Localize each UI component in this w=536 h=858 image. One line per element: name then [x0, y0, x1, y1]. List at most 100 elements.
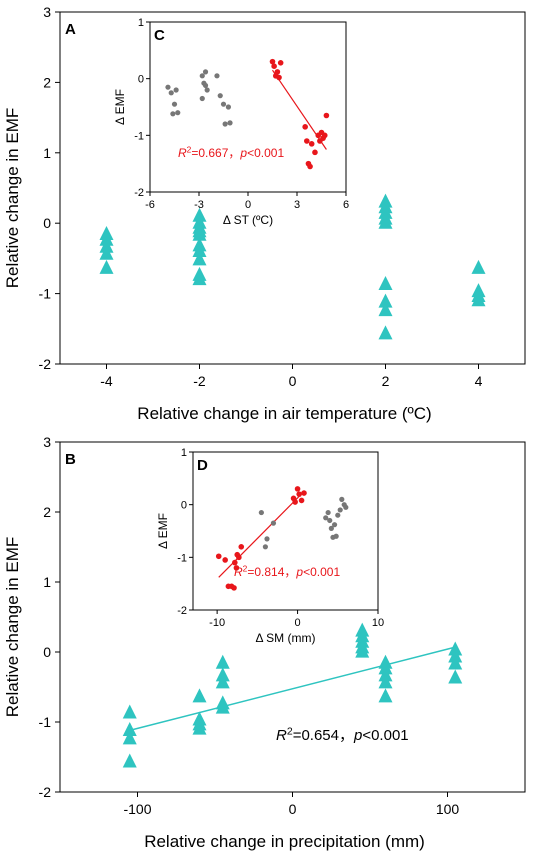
data-point	[378, 293, 393, 308]
data-point	[378, 302, 393, 317]
inset-red-point	[317, 138, 323, 144]
x-tick-label: 4	[475, 373, 483, 389]
data-point	[192, 226, 207, 241]
inset-red-point	[298, 497, 305, 504]
data-point	[215, 654, 230, 669]
inset-x-tick-label: 6	[343, 199, 349, 211]
data-point	[215, 674, 230, 689]
data-point	[99, 259, 114, 274]
y-tick-label: 2	[43, 74, 51, 90]
inset-y-axis-title: Δ EMF	[156, 513, 170, 549]
panel-label: A	[65, 21, 76, 38]
data-point	[378, 688, 393, 703]
inset-red-point	[222, 557, 228, 563]
inset-gray-point	[343, 504, 349, 510]
data-point	[99, 238, 114, 253]
inset-gray-point	[202, 82, 209, 89]
data-point	[355, 643, 370, 658]
inset-x-tick-label: -3	[194, 199, 204, 211]
y-tick-label: 0	[43, 215, 51, 231]
data-point	[99, 245, 114, 260]
data-point	[192, 271, 207, 286]
fit-annotation: R2=0.654，p<0.001	[276, 725, 409, 744]
data-point	[192, 251, 207, 266]
inset-red-point	[321, 132, 328, 139]
inset-gray-point	[171, 101, 178, 107]
data-point	[448, 655, 463, 670]
data-point	[378, 214, 393, 229]
inset-red-point	[294, 486, 301, 492]
inset-red-point	[292, 499, 298, 505]
inset-gray-point	[258, 509, 264, 516]
inset-red-point	[232, 559, 238, 566]
y-tick-label: 1	[43, 145, 51, 161]
inset-x-tick-label: -10	[209, 617, 225, 629]
data-point	[215, 699, 230, 714]
data-point	[122, 730, 137, 745]
inset-gray-point	[214, 73, 220, 79]
inset-red-point	[277, 60, 284, 66]
inset-gray-point	[222, 121, 228, 127]
panel-a: -2 -1 0 1 2 3 -4 -2 0 2 4 Relative change in air te…	[3, 4, 526, 423]
data-point	[192, 242, 207, 257]
inset-red-point	[302, 124, 308, 130]
inset-gray-point	[173, 87, 179, 93]
inset-x-axis-title: Δ SM (mm)	[255, 631, 315, 645]
inset-plot-frame	[192, 451, 379, 611]
inset-gray-point	[335, 512, 341, 518]
data-point	[122, 753, 137, 768]
inset-x-axis-title: Δ ST (ºC)	[223, 213, 273, 227]
inset-red-point	[269, 58, 276, 65]
x-tick-label: 0	[289, 801, 297, 817]
inset-red-point	[296, 491, 302, 497]
inset-red-point	[301, 490, 307, 496]
inset-gray-point	[262, 544, 268, 550]
inset-gray-point	[339, 496, 345, 502]
inset-gray-point	[204, 87, 210, 93]
inset-y-tick-label: -2	[177, 605, 187, 617]
inset-x-tick-label: 0	[245, 199, 251, 211]
inset-gray-point	[199, 73, 205, 79]
inset-panel-label: D	[197, 457, 208, 474]
inset-gray-point	[323, 515, 329, 521]
inset-gray-point	[270, 520, 277, 526]
x-axis-title: Relative change in air temperature (ºC)	[137, 404, 431, 423]
inset-y-tick-label: -2	[134, 187, 144, 199]
panel-label: B	[65, 451, 76, 468]
data-point	[99, 231, 114, 246]
inset-gray-point	[220, 101, 227, 107]
fit-line	[129, 646, 456, 732]
inset-red-point	[323, 112, 330, 119]
inset-panel-c: -2 -1 0 1 -6 -3 0 3 6 Δ ST (ºC) Δ EMF C R2=0.667，p<0…	[113, 17, 349, 227]
x-tick-label: -4	[100, 373, 113, 389]
y-tick-label: 3	[43, 4, 51, 20]
data-point	[192, 207, 207, 222]
inset-y-tick-label: -1	[134, 130, 144, 142]
inset-y-tick-label: 1	[138, 17, 144, 29]
inset-red-point	[308, 141, 315, 147]
inset-gray-point	[168, 90, 174, 96]
inset-red-point	[236, 554, 242, 561]
inset-y-tick-label: -1	[177, 552, 187, 564]
inset-gray-point	[175, 110, 181, 116]
inset-gray-point	[217, 93, 223, 99]
inset-y-tick-label: 1	[181, 447, 187, 459]
inset-y-tick-label: 0	[138, 74, 144, 86]
inset-red-point	[271, 63, 277, 69]
data-point	[378, 674, 393, 689]
inset-gray-point	[227, 120, 233, 126]
inset-fit-annotation: R2=0.667，p<0.001	[178, 144, 284, 160]
data-point	[192, 688, 207, 703]
x-tick-label: 2	[382, 373, 390, 389]
data-point	[192, 720, 207, 735]
data-point	[378, 276, 393, 291]
y-tick-label: -2	[39, 356, 52, 372]
inset-x-tick-label: 3	[294, 199, 300, 211]
y-axis-title: Relative change in EMF	[3, 537, 22, 717]
data-point	[122, 704, 137, 719]
inset-gray-point	[328, 525, 334, 531]
inset-plot-frame	[149, 21, 347, 193]
inset-fit-annotation: R2=0.814，p<0.001	[234, 563, 340, 579]
